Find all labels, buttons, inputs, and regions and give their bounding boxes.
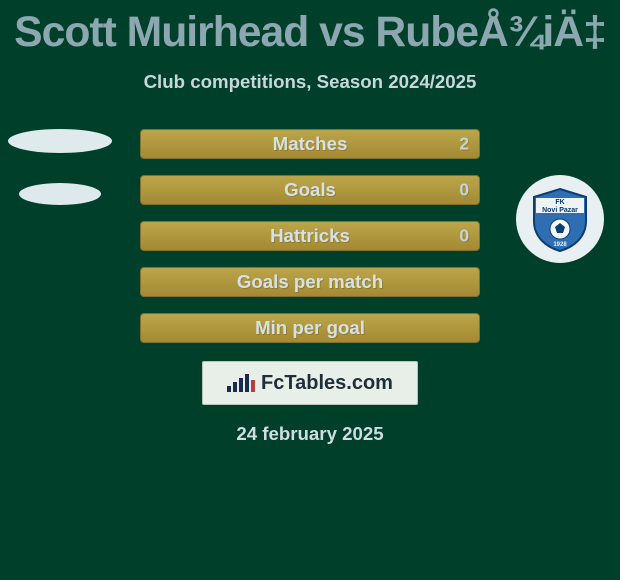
stat-right-value: 2: [459, 134, 469, 155]
club-logo-novi-pazar: FKNovi Pazar 1928: [516, 175, 604, 263]
content-row: Matches 2 Goals 0 Hattricks 0 Goals per match M…: [0, 129, 620, 343]
left-team-column: [10, 129, 110, 205]
stat-bar: Matches 2: [140, 129, 480, 159]
brand-bar: [251, 380, 255, 392]
stat-right-value: 0: [459, 180, 469, 201]
fctables-branding: FcTables.com: [202, 361, 418, 405]
brand-bar: [233, 382, 237, 392]
subtitle: Club competitions, Season 2024/2025: [0, 71, 620, 93]
stat-bar: Hattricks 0: [140, 221, 480, 251]
svg-text:1928: 1928: [553, 242, 567, 248]
svg-text:FK: FK: [555, 199, 564, 206]
stat-bar: Min per goal: [140, 313, 480, 343]
snapshot-date: 24 february 2025: [0, 423, 620, 445]
left-placeholder-ellipse-1: [8, 129, 112, 153]
svg-text:Novi Pazar: Novi Pazar: [542, 207, 578, 214]
page-title: Scott Muirhead vs RubeÅ¾iÄ‡: [0, 0, 620, 57]
right-team-column: FKNovi Pazar 1928: [510, 129, 610, 263]
left-placeholder-ellipse-2: [19, 183, 101, 205]
brand-bar: [245, 374, 249, 392]
stat-label: Goals: [284, 179, 336, 201]
brand-bar: [227, 386, 231, 392]
stat-label: Goals per match: [237, 271, 383, 293]
brand-bar: [239, 378, 243, 392]
stat-bar: Goals per match: [140, 267, 480, 297]
stat-label: Matches: [273, 133, 348, 155]
shield-icon: FKNovi Pazar 1928: [524, 183, 596, 255]
stat-bar: Goals 0: [140, 175, 480, 205]
comparison-infographic: Scott Muirhead vs RubeÅ¾iÄ‡ Club competi…: [0, 0, 620, 580]
stats-bars-column: Matches 2 Goals 0 Hattricks 0 Goals per match M…: [140, 129, 480, 343]
fctables-text: FcTables.com: [261, 372, 393, 395]
stat-label: Hattricks: [270, 225, 350, 247]
stat-label: Min per goal: [255, 317, 365, 339]
stat-right-value: 0: [459, 226, 469, 247]
fctables-bars-icon: [227, 374, 255, 392]
